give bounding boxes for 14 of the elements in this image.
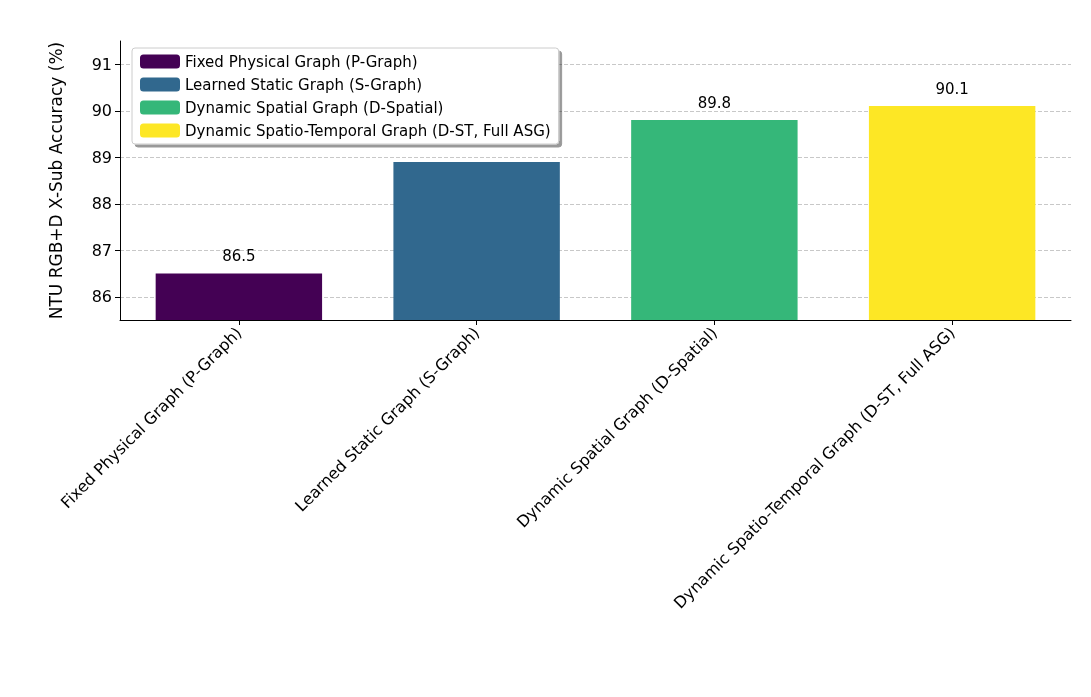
y-tick-label: 87 bbox=[91, 240, 112, 260]
y-tick-label: 91 bbox=[91, 54, 112, 74]
legend-label: Fixed Physical Graph (P-Graph) bbox=[185, 52, 418, 71]
y-tick-label: 90 bbox=[91, 101, 112, 121]
y-tick-label: 86 bbox=[91, 287, 112, 307]
text: 86.5 bbox=[222, 247, 256, 265]
y-tick-label: 88 bbox=[91, 194, 112, 214]
text: 90.1 bbox=[935, 79, 969, 98]
text: 89.8 bbox=[697, 93, 732, 112]
y-tick-label: 89 bbox=[91, 147, 112, 167]
legend-label: Dynamic Spatio-Temporal Graph (D-ST, Full ASG) bbox=[185, 121, 551, 140]
y-axis-title: NTU RGB+D X-Sub Accuracy (%) bbox=[45, 41, 66, 320]
legend-label: Dynamic Spatial Graph (D-Spatial) bbox=[185, 98, 444, 117]
legend-label: Learned Static Graph (S-Graph) bbox=[185, 75, 423, 94]
